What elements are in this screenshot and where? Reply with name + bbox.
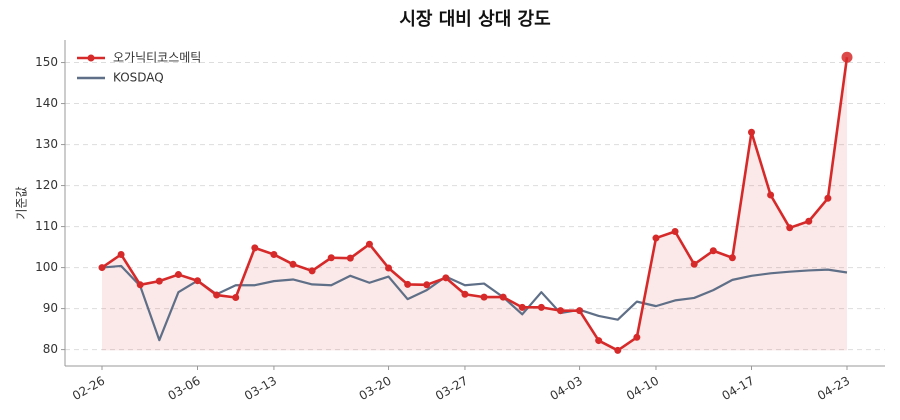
point-marker	[404, 280, 412, 288]
point-marker	[213, 291, 221, 299]
y-axis-label: 기준값	[15, 186, 29, 219]
point-marker	[728, 254, 736, 262]
point-marker	[690, 260, 698, 268]
point-marker	[136, 281, 144, 289]
point-marker	[194, 277, 202, 285]
legend-label: 오가닉티코스메틱	[113, 51, 201, 65]
point-marker	[461, 290, 469, 298]
point-marker	[556, 307, 564, 315]
point-marker	[423, 281, 431, 289]
x-tick-label: 04-03	[548, 374, 585, 404]
point-marker	[270, 250, 278, 258]
point-marker	[232, 294, 240, 302]
x-tick-label: 04-23	[815, 374, 852, 404]
y-tick-label: 130	[35, 137, 58, 151]
point-marker	[365, 240, 373, 248]
point-marker	[633, 333, 641, 341]
x-tick-label: 03-13	[242, 374, 279, 404]
x-tick-label: 02-26	[70, 374, 107, 404]
point-marker	[442, 274, 450, 282]
point-marker	[327, 254, 335, 262]
x-tick-label: 03-06	[166, 374, 203, 404]
point-marker	[767, 191, 775, 199]
chart-title: 시장 대비 상대 강도	[399, 9, 550, 30]
y-tick-label: 100	[35, 260, 58, 274]
y-tick-label: 110	[35, 219, 58, 233]
point-marker	[346, 254, 354, 262]
x-tick-label: 04-17	[720, 374, 757, 404]
x-tick-label: 03-27	[433, 374, 470, 404]
point-marker	[671, 227, 679, 235]
point-marker	[98, 264, 106, 272]
point-marker	[117, 250, 125, 258]
point-marker	[251, 244, 259, 252]
point-marker	[595, 337, 603, 345]
point-marker	[805, 217, 813, 225]
legend-label: KOSDAQ	[113, 71, 164, 85]
point-marker	[480, 293, 488, 301]
point-marker	[155, 277, 163, 285]
point-marker	[537, 303, 545, 311]
point-marker	[614, 346, 622, 354]
legend-marker	[87, 54, 95, 62]
series-line	[101, 57, 849, 352]
point-marker	[289, 260, 297, 268]
area-fill	[102, 57, 847, 351]
x-tick-label: 03-20	[357, 374, 394, 404]
point-marker	[576, 307, 584, 315]
y-tick-label: 80	[43, 342, 58, 356]
y-tick-label: 140	[35, 96, 58, 110]
point-marker	[786, 224, 794, 232]
point-marker	[824, 194, 832, 202]
point-marker	[709, 247, 717, 255]
point-marker	[841, 51, 853, 63]
point-marker	[747, 128, 755, 136]
x-tick-label: 04-10	[624, 374, 661, 404]
point-marker	[652, 234, 660, 242]
point-marker	[499, 293, 507, 301]
point-marker	[385, 264, 393, 272]
point-marker	[518, 303, 526, 311]
point-marker	[174, 271, 182, 279]
y-tick-label: 120	[35, 178, 58, 192]
y-tick-label: 90	[43, 301, 58, 315]
point-marker	[308, 267, 316, 275]
series-line	[101, 264, 848, 342]
y-tick-label: 150	[35, 55, 58, 69]
